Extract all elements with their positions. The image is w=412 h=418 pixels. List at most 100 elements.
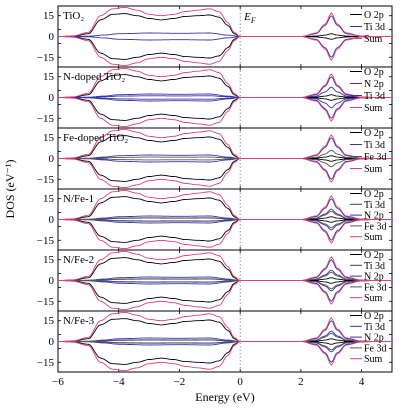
panel-1-legend-label: Ti 3d — [364, 22, 385, 33]
panel-6-frame — [57, 310, 393, 373]
panel-4-series-fe-3d-down — [58, 219, 392, 229]
panel-4-series-o-2p-up — [58, 196, 392, 220]
panel-5-series-fe-3d-up — [58, 271, 392, 281]
panel-3-label: Fe-doped TiO₂ — [63, 132, 128, 144]
panel-3-legend-label: Sum — [364, 164, 383, 175]
fermi-level-label: EF — [243, 11, 256, 25]
panel-3-ytick-label: 0 — [49, 153, 55, 165]
panel-2-label: N-doped TiO₂ — [63, 71, 125, 83]
panel-3-series-o-2p-down — [58, 158, 392, 182]
panel-5-ytick-label: −15 — [37, 296, 55, 308]
panel-1-label: TiO₂ — [63, 10, 84, 22]
panel-4-legend-label: Sum — [364, 232, 383, 243]
panel-1-series-sum-down — [58, 36, 392, 67]
panel-4-legend-label: N 2p — [364, 211, 384, 222]
panel-3-series-ti-3d-down — [58, 158, 392, 180]
y-axis-label: DOS (eV⁻¹) — [3, 160, 17, 219]
panel-3-series-fe-3d-down — [58, 158, 392, 168]
panel-5-legend-label: Ti 3d — [364, 261, 385, 272]
panel-1-series-ti-3d-down — [58, 36, 392, 58]
xtick-label: −6 — [52, 376, 64, 388]
panel-1-series-sum-up — [58, 6, 392, 37]
panel-3-series-ti-3d-up — [58, 137, 392, 159]
panel-3-series-sum-down — [58, 158, 392, 189]
panel-5-legend-label: Sum — [364, 293, 383, 304]
panel-5-legend-label: Fe 3d — [364, 282, 387, 293]
panel-5-ytick-label: 15 — [43, 254, 55, 266]
panel-4-series-ti-3d-down — [58, 219, 392, 241]
panel-3-ytick-label: −15 — [37, 174, 55, 186]
panel-6-legend-label: Sum — [364, 354, 383, 365]
panel-5-frame — [57, 249, 393, 312]
panel-6-ytick-label: 15 — [43, 315, 55, 327]
panel-2-series-o-2p-up — [58, 74, 392, 98]
panel-5-series-ti-3d-down — [58, 280, 392, 302]
panel-3-legend-label: O 2p — [364, 128, 384, 139]
panel-3-series-fe-3d-up — [58, 149, 392, 159]
panel-4-legend-label: O 2p — [364, 189, 384, 200]
xtick-label: 0 — [237, 376, 243, 388]
panel-4-series-o-2p-down — [58, 219, 392, 243]
panel-6-series-sum-down — [58, 341, 392, 372]
panel-5-legend-label: O 2p — [364, 250, 384, 261]
panel-1-series-o-2p-down — [58, 36, 392, 60]
panel-4-series-fe-3d-up — [58, 210, 392, 220]
panel-2-series-ti-3d-up — [58, 76, 392, 98]
panel-2-series-n-2p-down — [58, 97, 392, 109]
panel-5-series-fe-3d-down — [58, 280, 392, 290]
panel-4-legend-label: Ti 3d — [364, 200, 385, 211]
panel-6-legend-label: N 2p — [364, 333, 384, 344]
panel-3-legend-label: Fe 3d — [364, 152, 387, 163]
panel-6-series-ti-3d-up — [58, 320, 392, 342]
panel-1-ytick-label: 15 — [43, 10, 55, 22]
panel-4-legend-label: Fe 3d — [364, 221, 387, 232]
panel-6-series-sum-up — [58, 311, 392, 342]
panel-6-legend-label: Ti 3d — [364, 322, 385, 333]
panel-5-legend-label: N 2p — [364, 272, 384, 283]
panel-6-series-o-2p-up — [58, 318, 392, 342]
panel-2-legend-label: N 2p — [364, 79, 384, 90]
panel-6-label: N/Fe-3 — [63, 315, 95, 327]
xtick-label: −4 — [113, 376, 125, 388]
panel-5-label: N/Fe-2 — [63, 254, 94, 266]
panel-2-series-sum-up — [58, 67, 392, 98]
panel-2-legend-label: Ti 3d — [364, 91, 385, 102]
panel-4-series-ti-3d-up — [58, 198, 392, 220]
panel-2-series-n-2p-up — [58, 86, 392, 98]
panel-1-legend-label: Sum — [364, 34, 383, 45]
panel-4-ytick-label: 15 — [43, 193, 55, 205]
panel-5-series-o-2p-down — [58, 280, 392, 304]
panel-2-series-o-2p-down — [58, 97, 392, 121]
panel-6-series-ti-3d-down — [58, 341, 392, 363]
panel-2-legend-label: O 2p — [364, 67, 384, 78]
x-axis-label: Energy (eV) — [195, 390, 254, 404]
panel-1-series-ti-3d-up — [58, 15, 392, 37]
panel-5-series-sum-up — [58, 250, 392, 281]
panel-3-ytick-label: 15 — [43, 132, 55, 144]
panel-2-legend-label: Sum — [364, 103, 383, 114]
panel-6-legend-label: Fe 3d — [364, 343, 387, 354]
panel-1-frame — [57, 5, 393, 68]
panel-6-series-o-2p-down — [58, 341, 392, 365]
panel-1-ytick-label: −15 — [37, 52, 55, 64]
panel-6-ytick-label: −15 — [37, 357, 55, 369]
panel-2-ytick-label: 0 — [49, 92, 55, 104]
panel-3-series-o-2p-up — [58, 135, 392, 159]
panel-6-ytick-label: 0 — [49, 336, 55, 348]
panel-3-legend-label: Ti 3d — [364, 140, 385, 151]
panel-4-ytick-label: 0 — [49, 214, 55, 226]
xtick-label: −2 — [174, 376, 186, 388]
panel-4-series-sum-up — [58, 189, 392, 220]
panel-1-ytick-label: 0 — [49, 31, 55, 43]
panel-3-series-sum-up — [58, 128, 392, 159]
panel-2-series-ti-3d-down — [58, 97, 392, 119]
panel-1-series-o-2p-up — [58, 13, 392, 37]
panel-5-ytick-label: 0 — [49, 275, 55, 287]
panel-5-series-ti-3d-up — [58, 259, 392, 281]
panel-2-ytick-label: 15 — [43, 71, 55, 83]
panel-5-series-o-2p-up — [58, 257, 392, 281]
panel-2-series-sum-down — [58, 97, 392, 128]
panel-4-ytick-label: −15 — [37, 235, 55, 247]
panel-4-label: N/Fe-1 — [63, 193, 94, 205]
